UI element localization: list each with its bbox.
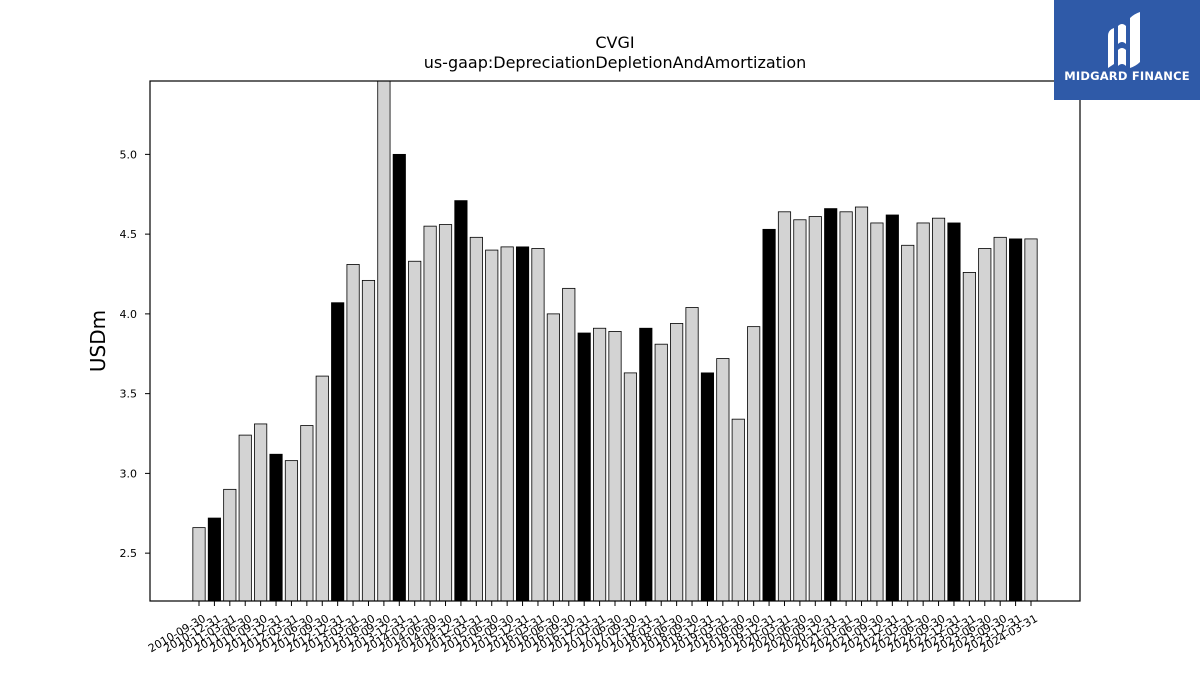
bar-2010-12-31 (207, 517, 221, 602)
bar-2014-03-31 (408, 260, 422, 602)
bar-2017-12-31 (639, 327, 653, 602)
y-tick-label: 2.5 (120, 547, 138, 560)
y-tick-label: 5.0 (120, 148, 138, 161)
brand-logo: MIDGARD FINANCE (1054, 0, 1200, 100)
bar-2016-03-31 (531, 248, 545, 602)
chart-title: CVGI (595, 33, 634, 52)
bar-2011-03-31 (223, 488, 237, 602)
bar-2016-09-30 (562, 287, 576, 602)
bar-2015-12-31 (515, 246, 530, 602)
bar-2013-03-31 (346, 264, 360, 602)
bar-2011-12-31 (269, 453, 283, 602)
x-axis-ticks: 2010-09-302010-12-312011-03-312011-06-30… (146, 601, 1040, 655)
bar-2023-09-30 (993, 236, 1007, 602)
bar-2020-09-30 (808, 216, 822, 602)
bar-2011-06-30 (238, 434, 252, 602)
y-axis-label: USDm (86, 310, 110, 372)
bar-2015-06-30 (485, 249, 499, 602)
bar-2021-06-30 (854, 206, 869, 602)
bar-2019-03-31 (716, 358, 730, 602)
bar-2014-12-31 (454, 200, 468, 602)
bar-2016-06-30 (546, 313, 560, 602)
bar-2018-03-31 (654, 343, 668, 602)
bar-2013-06-30 (361, 279, 376, 602)
y-tick-label: 3.0 (120, 467, 138, 480)
bar-2010-09-30 (192, 527, 206, 602)
y-tick-label: 4.0 (120, 308, 138, 321)
bar-2012-03-31 (284, 460, 299, 602)
bar-2019-09-30 (747, 326, 761, 602)
bar-2022-09-30 (931, 217, 946, 602)
bar-2023-06-30 (978, 248, 992, 602)
bar-2018-06-30 (670, 323, 684, 602)
bar-2021-03-31 (839, 211, 853, 602)
brand-name: MIDGARD FINANCE (1064, 69, 1190, 83)
bar-2021-09-30 (870, 222, 884, 602)
bar-2015-09-30 (500, 246, 514, 602)
bar-2012-12-31 (331, 302, 345, 602)
bar-2022-03-31 (901, 244, 915, 602)
bar-2012-09-30 (315, 375, 329, 602)
bar-2019-06-30 (731, 418, 745, 602)
brand-mark-icon (1108, 12, 1140, 68)
y-axis-ticks: 2.5 3.0 3.5 4.0 4.5 5.0 (120, 148, 150, 560)
bar-2024-03-31 (1024, 238, 1038, 602)
bar-2022-12-31 (947, 222, 961, 602)
bar-2014-06-30 (423, 225, 437, 602)
bars-group (192, 80, 1038, 602)
bar-2014-09-30 (438, 224, 453, 602)
y-tick-label: 4.5 (120, 228, 138, 241)
bar-2017-03-31 (593, 327, 607, 602)
bar-2021-12-31 (885, 214, 899, 602)
bar-2020-12-31 (824, 208, 838, 602)
bar-2011-09-30 (254, 423, 268, 602)
bar-2015-03-31 (469, 236, 483, 602)
bar-2018-09-30 (685, 307, 699, 602)
bar-2016-12-31 (577, 332, 591, 602)
bar-2019-12-31 (762, 228, 776, 602)
chart-subtitle: us-gaap:DepreciationDepletionAndAmortiza… (424, 53, 807, 72)
bar-2018-12-31 (700, 372, 715, 602)
bar-2023-03-31 (962, 272, 976, 602)
bar-2017-09-30 (623, 372, 637, 602)
bar-2020-06-30 (793, 219, 807, 602)
bar-2012-06-30 (300, 425, 314, 602)
bar-2017-06-30 (608, 331, 622, 602)
bar-2013-09-30 (377, 80, 391, 602)
y-tick-label: 3.5 (120, 388, 138, 401)
bar-2013-12-31 (392, 153, 406, 602)
bar-2023-12-31 (1009, 238, 1023, 602)
bar-2020-03-31 (777, 211, 792, 602)
plot-frame (149, 80, 1081, 602)
bar-2022-06-30 (916, 222, 930, 602)
